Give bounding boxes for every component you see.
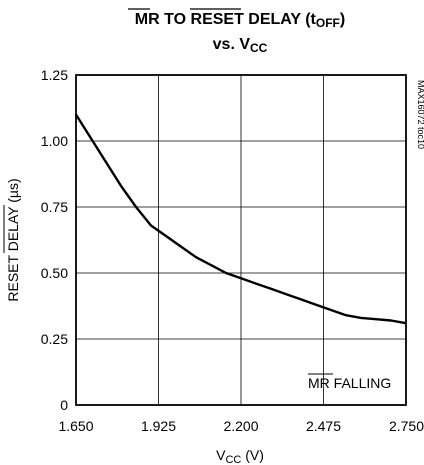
plot-frame [75, 74, 407, 406]
annotation-mr: MR [308, 375, 330, 391]
tick-labels: 1.650 1.925 2.200 2.475 2.750 0 0.25 0.50 0.75 1.… [41, 67, 424, 434]
annotation-mr-falling: MR FALLING [308, 375, 391, 391]
x-label-unit: (V) [241, 447, 264, 463]
title-mr: MR [135, 11, 160, 28]
title-delay: DELAY (t [244, 11, 317, 28]
annotation-falling: FALLING [330, 375, 391, 391]
title-reset: RESET [191, 11, 245, 28]
title-vs-sub: CC [250, 41, 268, 55]
y-tick-label: 0 [60, 397, 68, 413]
chart-title-line1: MR TO RESET DELAY (tOFF) [135, 11, 345, 30]
x-tick-label: 2.750 [389, 418, 424, 434]
y-label-reset: RESET [5, 254, 21, 301]
title-close: ) [340, 11, 345, 28]
y-tick-label: 1.00 [41, 133, 68, 149]
x-tick-label: 1.925 [141, 418, 176, 434]
grid [76, 75, 406, 405]
y-label-rest: DELAY (µs) [5, 178, 21, 255]
x-label-v: V [216, 447, 226, 463]
series-layer [74, 113, 407, 325]
y-tick-label: 0.50 [41, 265, 68, 281]
x-tick-label: 2.475 [306, 418, 341, 434]
chart-title-line2: vs. VCC [213, 36, 268, 55]
title-off-sub: OFF [316, 16, 340, 30]
y-tick-label: 0.25 [41, 331, 68, 347]
series-line [74, 113, 407, 325]
y-axis-label: RESET DELAY (µs) [5, 178, 21, 301]
x-axis-label: VCC (V) [216, 447, 264, 465]
x-tick-label: 2.200 [223, 418, 258, 434]
x-label-sub: CC [225, 454, 241, 465]
title-vs: vs. V [213, 36, 251, 53]
side-note: MAX16072 toc10 [416, 80, 424, 149]
y-tick-label: 0.75 [41, 199, 68, 215]
title-to: TO [160, 11, 191, 28]
y-tick-label: 1.25 [41, 67, 68, 83]
x-tick-label: 1.650 [58, 418, 93, 434]
